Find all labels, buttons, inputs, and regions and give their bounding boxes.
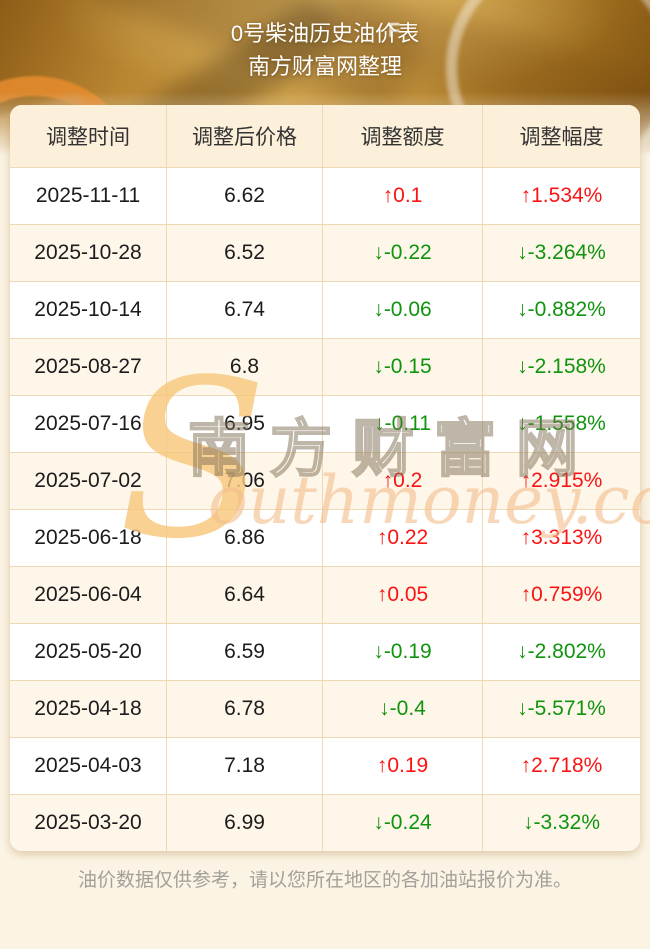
page-title-line1: 0号柴油历史油价表 [230, 21, 420, 46]
cell-price-after: 7.06 [167, 453, 323, 509]
table-row: 2025-07-16 6.95 ↓-0.11 ↓-1.558% [10, 395, 640, 452]
cell-adjust-amount: ↑0.1 [323, 168, 483, 224]
table-row: 2025-10-14 6.74 ↓-0.06 ↓-0.882% [10, 281, 640, 338]
cell-price-after: 6.62 [167, 168, 323, 224]
price-table-body: 2025-11-11 6.62 ↑0.1 ↑1.534% 2025-10-28 6.52 ↓… [10, 167, 640, 851]
cell-price-after: 6.99 [167, 795, 323, 851]
cell-adjust-percent: ↑0.759% [520, 583, 603, 606]
cell-adjust-amount: ↑0.22 [323, 510, 483, 566]
cell-adjust-percent: ↓-1.558% [517, 412, 606, 435]
cell-adjust-date: 2025-10-14 [10, 282, 167, 338]
disclaimer-note: 油价数据仅供参考，请以您所在地区的各加油站报价为准。 [77, 870, 572, 891]
table-row: 2025-05-20 6.59 ↓-0.19 ↓-2.802% [10, 623, 640, 680]
page-title-line2: 南方财富网整理 [247, 54, 402, 79]
page-title: 0号柴油历史油价表 南方财富网整理 [0, 0, 650, 83]
cell-adjust-date: 2025-03-20 [10, 795, 167, 851]
cell-adjust-percent: ↓-3.264% [517, 241, 606, 264]
cell-adjust-percent: ↓-5.571% [517, 697, 606, 720]
cell-adjust-amount: ↓-0.06 [323, 282, 483, 338]
table-row: 2025-10-28 6.52 ↓-0.22 ↓-3.264% [10, 224, 640, 281]
cell-price-after: 6.64 [167, 567, 323, 623]
cell-adjust-amount: ↓-0.24 [323, 795, 483, 851]
table-row: 2025-06-18 6.86 ↑0.22 ↑3.313% [10, 509, 640, 566]
table-row: 2025-04-03 7.18 ↑0.19 ↑2.718% [10, 737, 640, 794]
cell-adjust-percent: ↓-0.882% [517, 298, 606, 321]
cell-adjust-amount: ↓-0.19 [323, 624, 483, 680]
cell-adjust-date: 2025-04-03 [10, 738, 167, 794]
cell-adjust-date: 2025-07-16 [10, 396, 167, 452]
cell-adjust-percent: ↑2.915% [520, 469, 603, 492]
table-row: 2025-08-27 6.8 ↓-0.15 ↓-2.158% [10, 338, 640, 395]
cell-adjust-amount: ↓-0.15 [323, 339, 483, 395]
cell-adjust-date: 2025-06-04 [10, 567, 167, 623]
cell-adjust-percent: ↑2.718% [520, 754, 603, 777]
fuel-gauge-icon [446, 0, 650, 158]
table-header-row: 调整时间 调整后价格 调整额度 调整幅度 [10, 105, 640, 167]
cell-price-after: 6.78 [167, 681, 323, 737]
cell-price-after: 6.8 [167, 339, 323, 395]
cell-adjust-amount: ↓-0.11 [323, 396, 483, 452]
table-row: 2025-04-18 6.78 ↓-0.4 ↓-5.571% [10, 680, 640, 737]
column-header: 调整幅度 [519, 126, 604, 149]
cell-adjust-date: 2025-11-11 [10, 168, 167, 224]
cell-adjust-date: 2025-07-02 [10, 453, 167, 509]
cell-adjust-percent: ↓-2.802% [517, 640, 606, 663]
cell-adjust-amount: ↓-0.22 [323, 225, 483, 281]
cell-adjust-date: 2025-04-18 [10, 681, 167, 737]
cell-price-after: 6.52 [167, 225, 323, 281]
table-row: 2025-11-11 6.62 ↑0.1 ↑1.534% [10, 167, 640, 224]
cell-price-after: 6.59 [167, 624, 323, 680]
cell-price-after: 7.18 [167, 738, 323, 794]
cell-adjust-percent: ↑3.313% [520, 526, 603, 549]
cell-adjust-percent: ↓-3.32% [522, 811, 601, 834]
table-row: 2025-03-20 6.99 ↓-0.24 ↓-3.32% [10, 794, 640, 851]
cell-price-after: 6.86 [167, 510, 323, 566]
column-header: 调整时间 [10, 105, 167, 167]
cell-adjust-date: 2025-08-27 [10, 339, 167, 395]
cell-adjust-amount: ↑0.2 [323, 453, 483, 509]
cell-adjust-date: 2025-05-20 [10, 624, 167, 680]
cell-adjust-percent: ↓-2.158% [517, 355, 606, 378]
oil-price-table: 调整时间 调整后价格 调整额度 调整幅度 2025-11-11 6.62 ↑0.1 ↑1.5… [10, 105, 640, 851]
table-row: 2025-06-04 6.64 ↑0.05 ↑0.759% [10, 566, 640, 623]
column-header: 调整额度 [323, 105, 483, 167]
cell-adjust-date: 2025-10-28 [10, 225, 167, 281]
cell-adjust-amount: ↓-0.4 [323, 681, 483, 737]
column-header: 调整后价格 [167, 105, 323, 167]
cell-price-after: 6.74 [167, 282, 323, 338]
table-row: 2025-07-02 7.06 ↑0.2 ↑2.915% [10, 452, 640, 509]
cell-adjust-percent: ↑1.534% [520, 184, 603, 207]
cell-price-after: 6.95 [167, 396, 323, 452]
cell-adjust-date: 2025-06-18 [10, 510, 167, 566]
cell-adjust-amount: ↑0.19 [323, 738, 483, 794]
fuel-gauge-f-label: F [388, 20, 401, 42]
cell-adjust-amount: ↑0.05 [323, 567, 483, 623]
